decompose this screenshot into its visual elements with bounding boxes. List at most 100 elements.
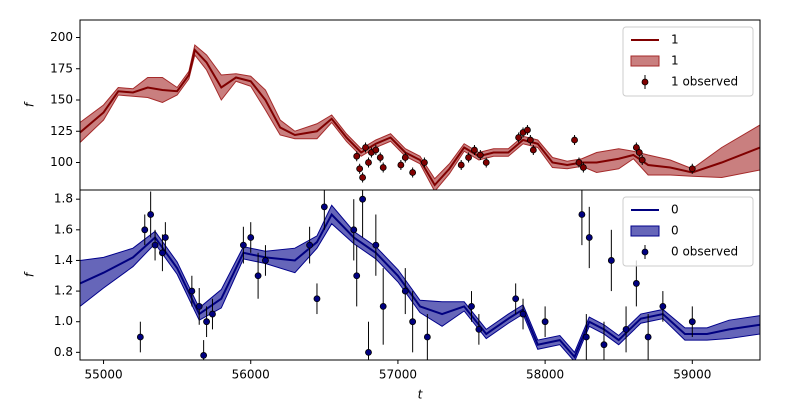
plot-area [80,44,760,190]
observed-point [475,325,483,333]
observed-point [471,146,478,154]
observed-point [688,318,696,326]
legend-label: 0 observed [671,245,738,259]
y-tick-label: 150 [50,93,73,107]
observed-point [638,156,646,164]
observed-point [468,302,475,310]
y-tick-label: 0.8 [54,345,73,359]
observed-point [585,234,593,241]
observed-point [529,146,537,154]
observed-point [350,226,358,234]
legend-label: 1 [671,54,679,68]
observed-point [313,295,321,303]
observed-point [541,318,549,326]
x-tick-label: 59000 [673,368,711,382]
observed-point [379,164,387,171]
legend-label: 0 [671,224,679,238]
observed-point [372,241,380,249]
mean-line [80,47,760,187]
observed-point [607,257,615,264]
observed-point [209,310,216,318]
legend-marker [641,78,649,86]
observed-point [161,234,169,241]
legend-patch [630,225,660,237]
x-tick-label: 58000 [526,368,564,382]
observed-point [306,241,314,249]
y-tick-label: 1.4 [54,253,73,267]
observed-point [409,318,417,326]
axes-frame [79,189,761,361]
legend-label: 1 observed [671,75,738,89]
y-tick-label: 1.8 [54,192,73,206]
observed-point [578,211,586,218]
x-tick-label: 55000 [84,368,122,382]
observed-point [136,333,144,341]
observed-point [365,348,372,356]
observed-point [632,144,640,151]
observed-point [482,159,490,166]
observed-point [632,280,640,287]
y-tick-label: 1.2 [54,284,73,298]
legend-patch [630,55,660,67]
observed-point [239,241,247,249]
observed-point [203,318,210,326]
observed-point [372,146,380,154]
observed-point [262,257,269,264]
x-tick-label: 57000 [379,368,417,382]
y-axis-label: f [23,271,37,277]
observed-point [457,161,465,169]
observed-point [476,151,484,159]
observed-point [659,302,667,310]
x-tick-label: 56000 [232,368,270,382]
legend: 0 0 0 observed [622,196,754,267]
observed-point [159,249,166,257]
observed-point [526,136,534,144]
observed-point [401,287,409,295]
legend-label: 0 [671,203,679,217]
observed-point [579,164,587,171]
observed-point [359,174,366,181]
observed-point [644,333,652,341]
plot-area [80,190,760,360]
observed-point [519,310,527,318]
observed-point [524,126,531,134]
observed-point [622,325,630,333]
observed-point [151,241,159,249]
observed-point [365,159,372,166]
y-tick-label: 200 [50,30,73,44]
observed-point [423,333,431,341]
y-tick-label: 100 [50,155,73,169]
observed-point [512,295,520,303]
observed-point [188,287,196,295]
observed-point [465,154,472,161]
y-tick-label: 125 [50,124,73,138]
observed-point [409,169,417,176]
y-axis-label: f [23,101,37,107]
y-tick-label: 1.6 [54,222,73,236]
observed-point [200,352,208,359]
observed-point [353,272,361,280]
observed-point [600,341,608,349]
observed-point [353,152,361,160]
observed-point [401,154,409,161]
x-axis-label: t [418,388,424,400]
observed-point [571,136,578,144]
observed-point [147,211,155,218]
observed-point [582,333,590,341]
legend-marker [641,248,649,256]
legend: 1 1 1 observed [622,26,754,97]
legend-label: 1 [671,33,679,47]
observed-point [376,154,384,161]
observed-point [515,134,523,141]
observed-point [688,165,696,173]
observed-point [141,226,149,234]
observed-point [195,302,203,310]
observed-point [421,159,428,166]
observed-point [397,161,405,169]
y-tick-label: 1.0 [54,314,73,328]
observed-point [359,195,366,203]
observed-point [254,272,262,280]
legend-box [622,196,754,267]
legend-box [622,26,754,97]
